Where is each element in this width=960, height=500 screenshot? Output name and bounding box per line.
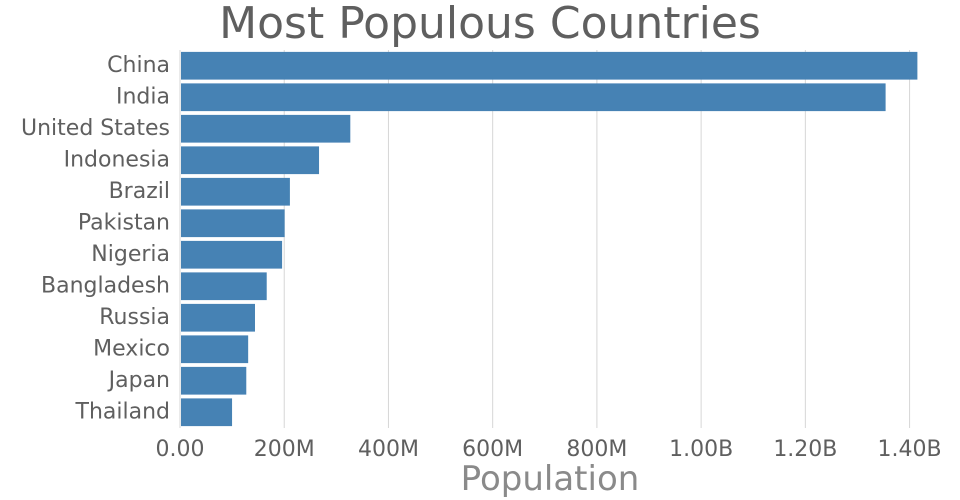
category-label: Thailand [75, 399, 170, 424]
category-label: China [107, 53, 170, 78]
bar-japan [181, 366, 247, 395]
bar-nigeria [181, 240, 283, 269]
category-label: Brazil [109, 179, 170, 204]
category-label: Mexico [93, 336, 170, 361]
bar-india [181, 83, 886, 112]
bar-united-states [181, 114, 351, 143]
x-tick-label: 600M [462, 437, 523, 462]
x-tick-label: 1.40B [878, 437, 942, 462]
category-label: United States [21, 116, 170, 141]
category-label: Indonesia [64, 147, 170, 172]
x-tick-labels: 0.00 200M 400M 600M 800M 1.00B 1.20B 1.40B [156, 437, 942, 462]
category-labels: China India United States Indonesia Brazil Pa… [21, 53, 170, 425]
category-label: Russia [99, 305, 170, 330]
bar-china [181, 51, 918, 80]
x-tick-label: 1.00B [669, 437, 733, 462]
x-tick-label: 200M [254, 437, 315, 462]
bar-indonesia [181, 146, 320, 175]
category-label: Bangladesh [41, 273, 170, 298]
x-tick-label: 1.20B [773, 437, 837, 462]
category-label: Nigeria [91, 242, 170, 267]
bar-mexico [181, 335, 249, 364]
bar-russia [181, 303, 255, 332]
bars [181, 51, 918, 427]
gridlines [179, 50, 911, 428]
category-label: India [116, 84, 170, 109]
x-tick-label: 800M [566, 437, 627, 462]
x-tick-label: 400M [358, 437, 419, 462]
bar-thailand [181, 398, 233, 427]
category-label: Japan [107, 368, 170, 393]
category-label: Pakistan [78, 210, 170, 235]
bar-brazil [181, 177, 290, 206]
x-axis-title: Population [461, 459, 640, 499]
chart-title: Most Populous Countries [219, 0, 761, 49]
bar-pakistan [181, 209, 285, 238]
x-tick-label: 0.00 [156, 437, 205, 462]
bar-bangladesh [181, 272, 267, 301]
